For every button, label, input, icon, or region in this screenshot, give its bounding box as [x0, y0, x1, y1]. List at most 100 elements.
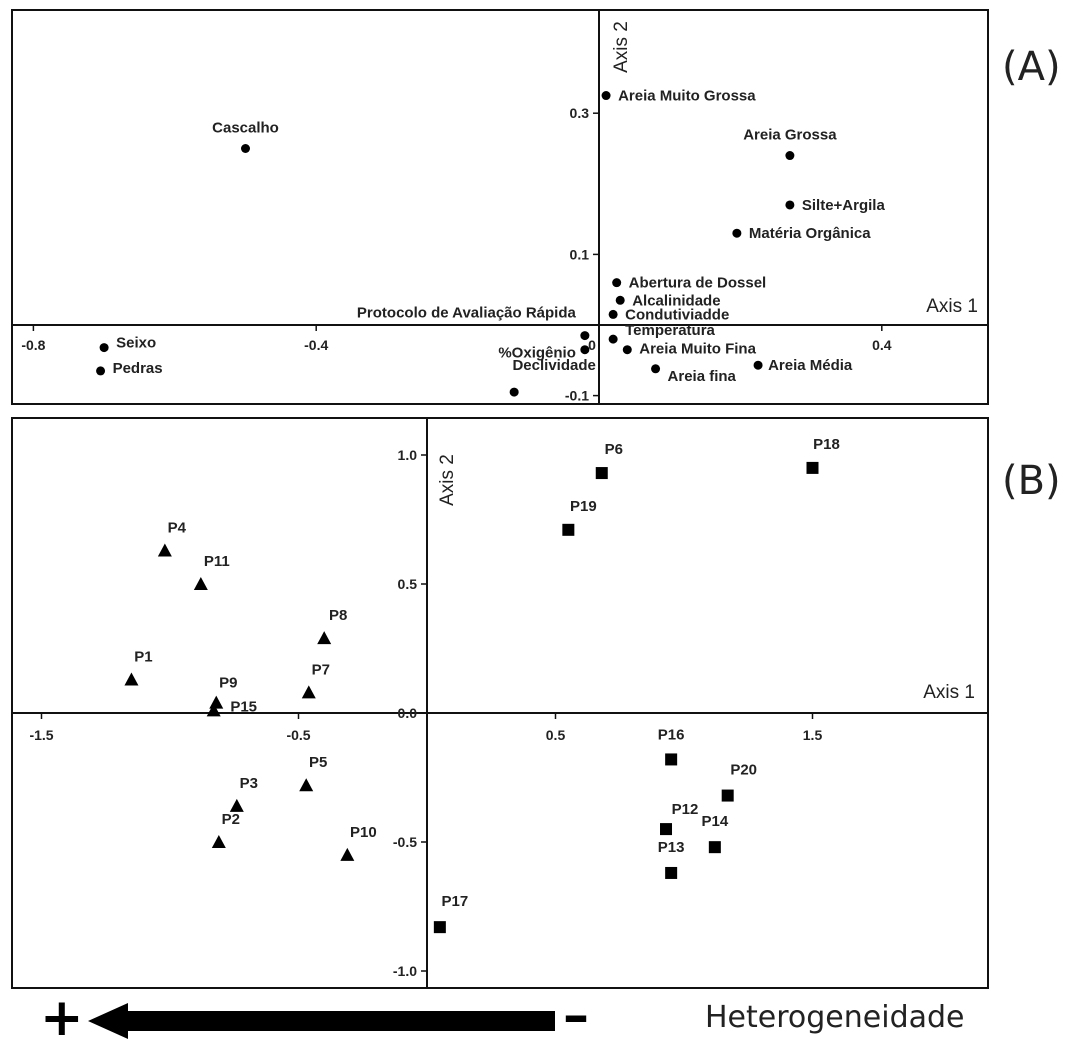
panel-b-letter: (B)	[1002, 458, 1061, 504]
square-marker	[806, 461, 819, 474]
point-marker	[785, 151, 795, 161]
y-tick-label: -1.0	[393, 963, 417, 979]
point-label: Silte+Argila	[802, 197, 886, 214]
x-tick-label: -0.4	[304, 337, 328, 353]
point-label: Matéria Orgânica	[749, 225, 871, 242]
x-axis-title: Axis 1	[926, 296, 978, 317]
triangle-marker	[209, 695, 224, 709]
point-label: Areia Muito Grossa	[618, 88, 756, 105]
square-marker	[433, 921, 446, 934]
point-label: Cascalho	[212, 120, 279, 137]
minus-sign: –	[563, 986, 589, 1046]
heterogeneity-label: Heterogeneidade	[705, 1000, 965, 1035]
point-marker	[241, 144, 250, 153]
square-marker	[595, 467, 608, 480]
point-label: P15	[230, 698, 257, 715]
x-tick-label: -0.5	[286, 727, 310, 743]
point-marker	[615, 295, 625, 305]
point-label: P19	[570, 498, 597, 515]
point-marker	[612, 278, 622, 288]
point-label: P1	[134, 648, 152, 665]
square-marker	[562, 523, 575, 536]
y-tick-label: 0.1	[570, 246, 590, 262]
square-marker	[665, 753, 678, 766]
point-label: P4	[168, 519, 187, 536]
point-label: P13	[658, 839, 685, 856]
x-tick-label: 0	[588, 337, 596, 353]
point-label: P9	[219, 675, 237, 692]
point-label: P12	[672, 801, 699, 818]
point-marker	[608, 334, 618, 344]
point-label: P10	[350, 824, 377, 841]
y-tick-label: -0.5	[393, 834, 417, 850]
square-marker	[721, 789, 734, 802]
point-label: Abertura de Dossel	[629, 275, 767, 292]
point-label: %Oxigênio	[498, 345, 576, 362]
y-tick-label: 0.5	[398, 576, 418, 592]
point-label: Areia Muito Fina	[639, 341, 756, 358]
point-label: Areia Grossa	[743, 127, 837, 144]
point-label: Areia Média	[768, 357, 853, 374]
square-marker	[708, 841, 721, 854]
triangle-marker	[229, 798, 244, 812]
heterogeneity-arrow	[88, 1003, 555, 1039]
point-label: Seixo	[116, 335, 156, 352]
x-tick-label: 1.5	[803, 727, 823, 743]
triangle-marker	[157, 543, 172, 557]
point-marker	[608, 309, 618, 319]
panel-a-letter: (A)	[1002, 44, 1061, 90]
y-tick-label: 1.0	[398, 447, 418, 463]
point-label: Pedras	[113, 360, 163, 377]
panel-b-chart: -1.5 -0.5 0.5 1.5 1.0 0.5 0.0 -0.5 -1.0 Axis 1 Axi…	[11, 417, 989, 989]
point-label: Areia fina	[668, 368, 737, 385]
triangle-marker	[299, 778, 314, 792]
point-label: Condutiviadde	[625, 306, 729, 323]
panel-a-chart: -0.8 -0.4 0 0.4 0.3 0.1 -0.1 Axis 1 Axis 2 Cascal…	[11, 9, 989, 405]
point-marker	[785, 200, 795, 210]
plus-sign: +	[40, 988, 84, 1048]
point-label: P6	[605, 441, 623, 458]
y-tick-label: 0.0	[398, 705, 418, 721]
triangle-marker	[317, 631, 332, 645]
x-axis-title: Axis 1	[923, 682, 975, 703]
point-label: Protocolo de Avaliação Rápida	[357, 305, 577, 322]
point-label: P5	[309, 754, 327, 771]
point-label: P2	[222, 811, 240, 828]
point-label: Alcalinidade	[632, 292, 720, 309]
point-marker	[580, 331, 590, 341]
x-tick-label: 0.4	[872, 337, 892, 353]
point-marker	[99, 343, 109, 353]
triangle-marker	[301, 685, 316, 699]
point-label: P17	[441, 893, 468, 910]
point-marker	[580, 345, 590, 355]
point-label: P20	[730, 762, 757, 779]
point-label: P14	[701, 813, 728, 830]
point-marker	[732, 228, 742, 238]
point-marker	[753, 360, 763, 370]
point-label: P11	[204, 553, 230, 570]
point-label: Temperatura	[625, 322, 715, 339]
point-marker	[622, 345, 632, 355]
x-tick-label: -0.8	[21, 337, 45, 353]
plot-frame	[11, 417, 989, 989]
y-axis-title: Axis 2	[611, 21, 632, 73]
y-tick-label: 0.3	[570, 105, 590, 121]
triangle-marker	[340, 847, 355, 861]
triangle-marker	[211, 835, 226, 848]
triangle-marker	[193, 577, 208, 590]
arrow-shape	[88, 1003, 555, 1039]
square-marker	[660, 823, 673, 836]
point-label: P3	[240, 775, 258, 792]
point-label: P7	[312, 661, 330, 678]
point-marker	[601, 91, 611, 101]
plot-frame	[11, 9, 989, 405]
square-marker	[665, 866, 678, 879]
y-axis-title: Axis 2	[437, 454, 458, 506]
triangle-marker	[206, 703, 221, 717]
point-label: P8	[329, 607, 347, 624]
triangle-marker	[124, 672, 139, 686]
x-tick-label: 0.5	[546, 727, 566, 743]
x-tick-label: -1.5	[29, 727, 53, 743]
point-marker	[509, 387, 519, 397]
